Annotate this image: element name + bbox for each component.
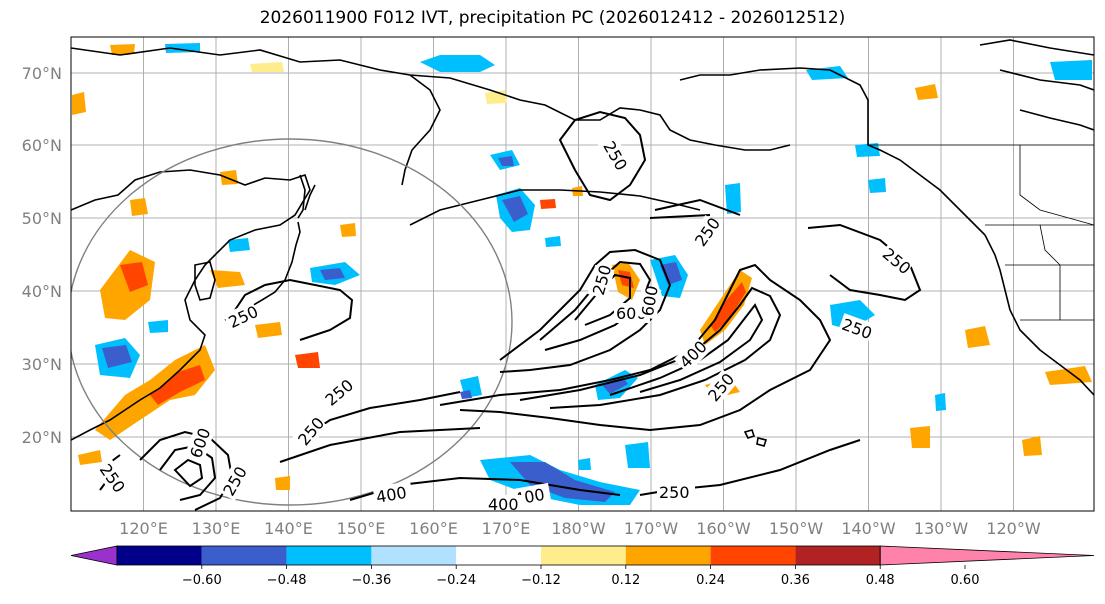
- longitude-label: 160°W: [696, 519, 751, 538]
- longitude-label: 140°W: [841, 519, 896, 538]
- colorbar: −0.60 −0.48 −0.36 −0.24 −0.12 0.12 0.24 0.36 0.4…: [70, 545, 1095, 588]
- range-circle: [71, 138, 513, 506]
- ivt-contour-labels: 250 250 250 250 250 250 250 250 250 250 …: [94, 133, 915, 514]
- colorbar-swatch: [625, 546, 711, 565]
- longitude-label: 150°W: [769, 519, 824, 538]
- longitude-label: 170°W: [624, 519, 679, 538]
- longitude-label: 130°E: [192, 519, 241, 538]
- colorbar-swatch: [201, 546, 287, 565]
- longitude-label: 160°E: [409, 519, 458, 538]
- longitude-label: 170°E: [482, 519, 531, 538]
- map-frame: [70, 36, 1095, 512]
- map-title: 2026011900 F012 IVT, precipitation PC (2…: [259, 8, 846, 28]
- colorbar-tick-label: −0.48: [267, 573, 307, 588]
- colorbar-swatch: [371, 546, 457, 565]
- longitude-labels: 120°E 130°E 140°E 150°E 160°E 170°E 180°W 170°W…: [119, 519, 1041, 538]
- latitude-labels: 70°N 60°N 50°N 40°N 30°N 20°N: [22, 64, 62, 447]
- latitude-label: 70°N: [22, 64, 62, 83]
- longitude-label: 180°W: [551, 519, 606, 538]
- latitude-label: 40°N: [22, 282, 62, 301]
- latitude-label: 20°N: [22, 428, 62, 447]
- colorbar-swatch: [117, 546, 202, 565]
- coastlines: [71, 39, 1094, 447]
- colorbar-tick-label: −0.24: [436, 573, 476, 588]
- ivt-label-250: 250: [659, 483, 690, 502]
- colorbar-extend-low: [70, 545, 118, 566]
- colorbar-swatch: [456, 546, 541, 565]
- colorbar-swatch: [541, 546, 626, 565]
- colorbar-tick-label: 0.60: [951, 573, 980, 588]
- longitude-label: 120°W: [986, 519, 1041, 538]
- colorbar-outline: [116, 545, 881, 566]
- colorbar-swatch: [795, 546, 881, 565]
- colorbar-tick-label: −0.36: [351, 573, 391, 588]
- borders: [868, 144, 1094, 321]
- colorbar-swatch: [286, 546, 372, 565]
- colorbar-tick-label: 0.12: [611, 573, 640, 588]
- colorbar-swatch: [710, 546, 796, 565]
- longitude-label: 120°E: [119, 519, 168, 538]
- ivt-label-400: 400: [488, 495, 519, 514]
- latitude-label: 50°N: [22, 209, 62, 228]
- colorbar-tick-label: −0.60: [182, 573, 222, 588]
- colorbar-extend-high: [879, 545, 1095, 566]
- latitude-label: 30°N: [22, 355, 62, 374]
- colorbar-tick-label: 0.36: [781, 573, 810, 588]
- colorbar-tick-label: 0.24: [696, 573, 725, 588]
- longitude-label: 140°E: [264, 519, 313, 538]
- longitude-label: 130°W: [914, 519, 969, 538]
- latitude-label: 60°N: [22, 136, 62, 155]
- colorbar-tick-label: −0.12: [521, 573, 561, 588]
- colorbar-tick-label: 0.48: [866, 573, 895, 588]
- longitude-label: 150°E: [337, 519, 386, 538]
- map-plot-area: 250 250 250 250 250 250 250 250 250 250 …: [71, 37, 1094, 514]
